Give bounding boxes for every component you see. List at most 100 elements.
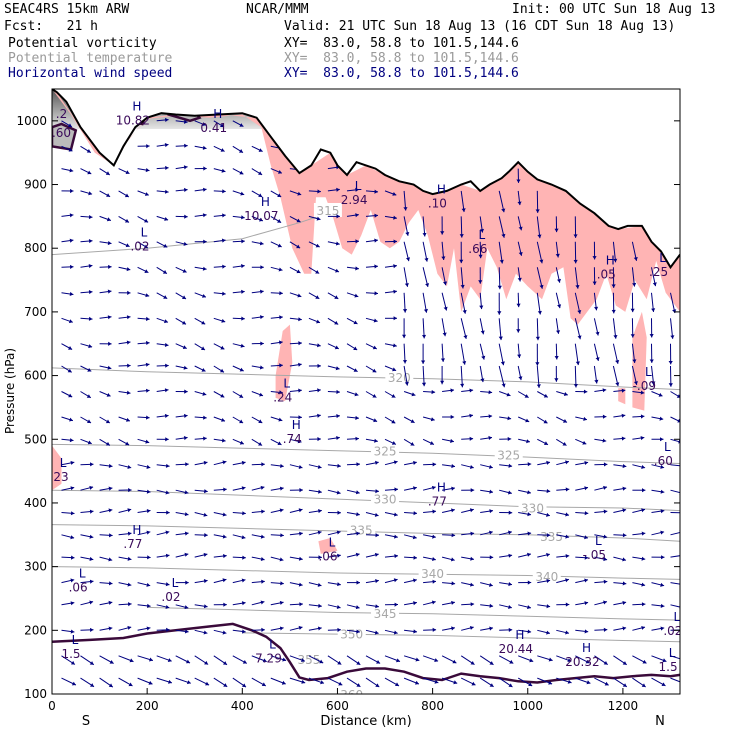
- wind-vector: [460, 292, 467, 314]
- wind-vector: [460, 190, 466, 213]
- wind-vector: [194, 552, 208, 558]
- wind-vector: [537, 552, 551, 558]
- wind-vector: [442, 438, 454, 443]
- wind-vector: [213, 512, 227, 517]
- wind-vector: [442, 600, 455, 606]
- wind-vector: [61, 578, 75, 584]
- wind-vector: [632, 531, 646, 536]
- wind-vector: [118, 266, 131, 272]
- extremum-mark: L: [664, 440, 671, 454]
- wind-vector: [232, 391, 244, 399]
- wind-vector: [480, 603, 494, 608]
- wind-vector: [403, 534, 417, 540]
- wind-vector: [308, 241, 320, 248]
- wind-vector: [594, 438, 607, 443]
- wind-vector: [575, 486, 589, 491]
- wind-vector: [423, 509, 437, 514]
- wind-vector: [213, 391, 225, 398]
- wind-vector: [137, 190, 149, 196]
- wind-vector: [61, 120, 73, 128]
- wind-vector: [137, 292, 150, 298]
- wind-vector: [632, 488, 646, 493]
- wind-vector: [461, 602, 475, 607]
- wind-vector: [613, 508, 627, 513]
- theta-label-bg: [371, 491, 400, 506]
- wind-vector: [384, 677, 400, 687]
- wind-vector: [232, 343, 245, 348]
- wind-vector: [232, 511, 246, 516]
- wind-vector: [213, 629, 227, 635]
- wind-vector: [594, 655, 608, 666]
- wind-vector: [327, 489, 341, 495]
- wind-vector: [442, 464, 456, 469]
- wind-vector: [442, 388, 455, 393]
- wind-vector: [137, 415, 150, 420]
- wind-vector: [480, 555, 494, 560]
- wind-vector: [497, 292, 502, 315]
- wind-shade-region: [632, 311, 647, 411]
- wind-vector: [346, 512, 360, 517]
- wind-vector: [613, 413, 626, 418]
- field-pv-xy: XY= 83.0, 58.8 to 101.5,144.6: [284, 36, 519, 51]
- wind-vector: [403, 391, 416, 397]
- wind-vector: [384, 343, 397, 348]
- theta-label-bg: [313, 203, 342, 217]
- wind-vector: [460, 655, 475, 666]
- wind-vector: [556, 629, 570, 635]
- terrain-fill: [52, 89, 680, 268]
- wind-vector: [270, 600, 284, 606]
- wind-vector: [61, 264, 74, 269]
- wind-vector: [175, 343, 187, 349]
- wind-vector: [175, 604, 189, 610]
- wind-vector: [99, 315, 112, 320]
- wind-vector: [365, 677, 380, 688]
- wind-vector: [594, 485, 608, 491]
- extremum-label: L.02: [663, 610, 680, 638]
- wind-vector: [99, 533, 113, 538]
- wind-vector: [422, 241, 429, 262]
- extremum-label: H.10: [428, 182, 447, 210]
- wind-vector: [365, 604, 379, 609]
- wind-vector: [61, 343, 73, 350]
- wind-vector: [213, 602, 227, 607]
- wind-vector: [194, 579, 208, 584]
- wind-vector: [232, 578, 246, 584]
- field-wind-name: Horizontal wind speed: [8, 66, 173, 81]
- wind-vector: [251, 438, 263, 446]
- wind-vector: [651, 365, 656, 386]
- wind-vector: [175, 489, 189, 495]
- wind-vector: [536, 292, 542, 315]
- wind-vector: [384, 655, 401, 663]
- wind-vector: [156, 241, 168, 248]
- wind-vector: [232, 416, 244, 424]
- wind-vector: [289, 655, 306, 662]
- wind-vector: [213, 487, 227, 492]
- wind-vector: [99, 241, 112, 246]
- wind-vector: [175, 413, 188, 418]
- wind-vector: [441, 677, 458, 685]
- extremum-value: 20.44: [499, 642, 533, 656]
- wind-vector: [80, 579, 94, 584]
- wind-vector: [175, 187, 188, 192]
- x-tick-label: 1000: [512, 699, 543, 713]
- wind-vector: [137, 464, 151, 469]
- wind-vector: [156, 189, 169, 194]
- wind-vector: [404, 511, 418, 516]
- wind-vector: [460, 677, 476, 686]
- wind-vector: [441, 241, 446, 261]
- theta-label: 355: [297, 653, 320, 667]
- wind-vector: [80, 627, 94, 632]
- y-tick-label: 800: [24, 241, 47, 255]
- wind-vector: [118, 464, 132, 469]
- wind-vector: [175, 119, 188, 124]
- wind-vector: [251, 600, 265, 606]
- theta-label-bg: [371, 606, 400, 621]
- wind-vector: [537, 512, 551, 517]
- wind-vector: [365, 438, 378, 443]
- wind-vector: [479, 292, 484, 310]
- wind-vector: [478, 267, 483, 284]
- wind-vector: [384, 554, 399, 559]
- wind-vector: [175, 365, 188, 370]
- y-tick-label: 200: [24, 623, 47, 637]
